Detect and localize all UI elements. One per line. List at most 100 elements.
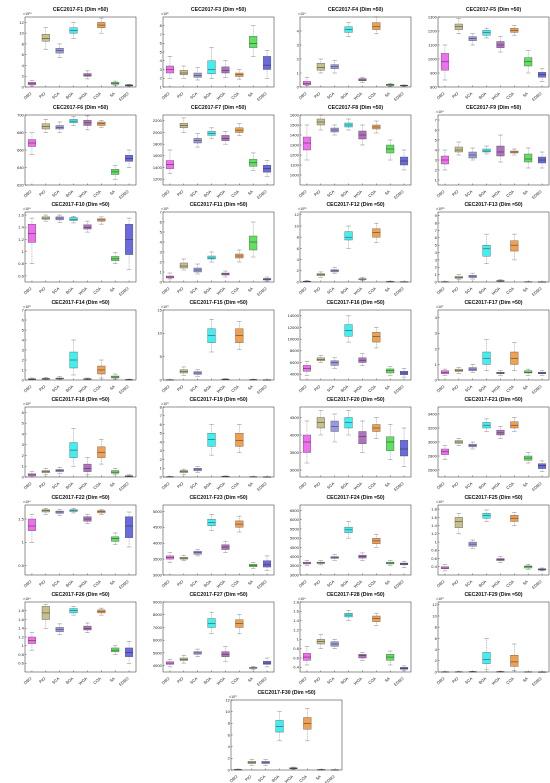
box-edbo bbox=[125, 475, 133, 477]
y-tick-label: 2 bbox=[434, 265, 437, 270]
x-tick-label: SCA bbox=[188, 676, 198, 685]
y-tick-label: 3 bbox=[434, 330, 437, 335]
x-tick-label: COA bbox=[298, 773, 308, 783]
box-iqr bbox=[496, 430, 504, 435]
y-tick-label: 5 bbox=[159, 354, 162, 359]
x-tick-label: DBO bbox=[160, 286, 170, 295]
x-tick-label: EDBO bbox=[255, 481, 267, 492]
y-tick-label: 8 bbox=[159, 23, 162, 28]
x-tick-label: PIO bbox=[450, 286, 458, 294]
box-coa bbox=[510, 418, 518, 432]
y-tick-label: 1200 bbox=[290, 152, 300, 157]
chart-title: CEC2017-F3 (Dim =50) bbox=[190, 7, 245, 13]
x-tick-label: DBO bbox=[298, 578, 308, 587]
x-tick-label: PIO bbox=[313, 676, 321, 684]
box-coa bbox=[510, 149, 518, 155]
plot-frame bbox=[438, 407, 549, 477]
axis-multiplier: ×10⁵ bbox=[161, 12, 169, 16]
x-tick-label: WOA bbox=[215, 91, 226, 101]
plot-frame bbox=[25, 602, 136, 672]
y-tick-label: 9000 bbox=[152, 599, 162, 604]
box-coa bbox=[235, 123, 243, 135]
box-iqr bbox=[303, 653, 311, 660]
box-woa bbox=[359, 353, 367, 365]
axis-multiplier: ×10¹⁰ bbox=[23, 12, 32, 16]
x-tick-label: SA bbox=[384, 286, 392, 293]
plot-frame bbox=[300, 212, 411, 282]
y-tick-label: 7000 bbox=[152, 625, 162, 630]
plot-frame bbox=[163, 407, 274, 477]
x-tick-label: SCA bbox=[463, 383, 473, 392]
y-tick-label: 1300 bbox=[427, 14, 437, 19]
box-iqr bbox=[386, 654, 394, 660]
chart-title: CEC2017-F13 (Dim =50) bbox=[464, 202, 522, 208]
box-edbo bbox=[400, 666, 408, 671]
x-tick-label: SA bbox=[521, 676, 529, 683]
y-tick-label: 0.6 bbox=[293, 655, 299, 660]
box-dbo bbox=[166, 273, 174, 279]
y-tick-label: 6 bbox=[159, 422, 162, 427]
box-coa bbox=[97, 120, 105, 127]
plot-frame bbox=[25, 17, 136, 87]
y-tick-label: 3500 bbox=[152, 556, 162, 561]
box-iqr bbox=[179, 369, 187, 372]
y-tick-label: 1.4 bbox=[18, 626, 24, 631]
y-tick-label: 1.6 bbox=[293, 609, 299, 614]
y-tick-label: 10 bbox=[432, 613, 437, 618]
x-tick-label: PIO bbox=[38, 383, 46, 391]
x-tick-label: EDBO bbox=[118, 188, 130, 199]
y-tick-label: 14000 bbox=[288, 313, 300, 318]
box-dbo bbox=[234, 769, 242, 770]
box-woa bbox=[221, 378, 229, 379]
y-tick-label: 1.5 bbox=[18, 516, 24, 521]
box-iqr bbox=[303, 81, 311, 85]
y-tick-label: 6000 bbox=[290, 517, 300, 522]
box-iqr bbox=[303, 435, 311, 453]
y-tick-label: 1 bbox=[434, 272, 437, 277]
y-tick-label: 0 bbox=[159, 377, 162, 382]
chart-title: CEC2017-F16 (Dim =50) bbox=[326, 300, 384, 306]
y-tick-label: 2200 bbox=[152, 118, 162, 123]
x-tick-label: DBO bbox=[298, 383, 308, 392]
box-edbo bbox=[538, 568, 546, 571]
y-tick-label: 10 bbox=[226, 709, 231, 714]
y-tick-label: 1500 bbox=[290, 122, 300, 127]
y-tick-label: 3000 bbox=[152, 572, 162, 577]
x-tick-label: DBO bbox=[160, 481, 170, 490]
x-tick-label: DBO bbox=[435, 383, 445, 392]
chart-title: CEC2017-F10 (Dim =50) bbox=[51, 202, 109, 208]
axis-multiplier: ×10⁴ bbox=[436, 500, 444, 504]
box-coa bbox=[510, 25, 518, 35]
box-coa bbox=[97, 439, 105, 464]
box-pio bbox=[454, 142, 462, 155]
y-tick-label: 4 bbox=[434, 250, 437, 255]
x-tick-label: SCA bbox=[51, 91, 61, 100]
x-tick-label: SCA bbox=[51, 481, 61, 490]
box-sa bbox=[386, 140, 394, 160]
plot-frame bbox=[300, 17, 411, 87]
x-tick-label: WOA bbox=[78, 188, 89, 198]
x-tick-label: BOA bbox=[340, 676, 350, 685]
box-boa bbox=[276, 711, 284, 740]
box-sca bbox=[56, 467, 64, 473]
x-tick-label: DBO bbox=[160, 91, 170, 100]
y-tick-label: 0 bbox=[22, 474, 25, 479]
y-tick-label: 2 bbox=[434, 658, 437, 663]
y-tick-label: 1400 bbox=[290, 132, 300, 137]
box-iqr bbox=[400, 440, 408, 456]
box-coa bbox=[304, 708, 312, 740]
x-tick-label: COA bbox=[505, 286, 515, 296]
x-tick-label: COA bbox=[230, 188, 240, 198]
box-sca bbox=[468, 273, 476, 279]
box-iqr bbox=[207, 433, 215, 446]
y-tick-label: 1.2 bbox=[18, 237, 24, 242]
x-tick-label: COA bbox=[92, 91, 102, 101]
y-tick-label: 0 bbox=[434, 669, 437, 674]
box-sca bbox=[331, 554, 339, 560]
y-tick-label: 1.2 bbox=[431, 531, 437, 536]
x-tick-label: SA bbox=[521, 188, 529, 195]
